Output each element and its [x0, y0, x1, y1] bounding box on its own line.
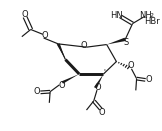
Text: O: O	[98, 108, 105, 117]
Polygon shape	[107, 38, 126, 45]
Text: 2: 2	[149, 13, 153, 18]
Text: O: O	[41, 31, 48, 40]
Text: O: O	[146, 75, 152, 84]
Text: ': '	[104, 68, 106, 74]
Text: S: S	[123, 39, 128, 47]
Polygon shape	[57, 43, 65, 60]
Text: O: O	[80, 41, 87, 50]
Text: O: O	[127, 61, 134, 70]
Text: O: O	[34, 87, 40, 96]
Text: O: O	[58, 81, 65, 90]
Text: HN: HN	[110, 11, 123, 20]
Polygon shape	[94, 74, 104, 88]
Text: NH: NH	[139, 11, 152, 20]
Text: O: O	[21, 10, 28, 19]
Polygon shape	[61, 74, 79, 84]
Text: HBr: HBr	[144, 17, 160, 26]
Text: O: O	[95, 83, 102, 92]
